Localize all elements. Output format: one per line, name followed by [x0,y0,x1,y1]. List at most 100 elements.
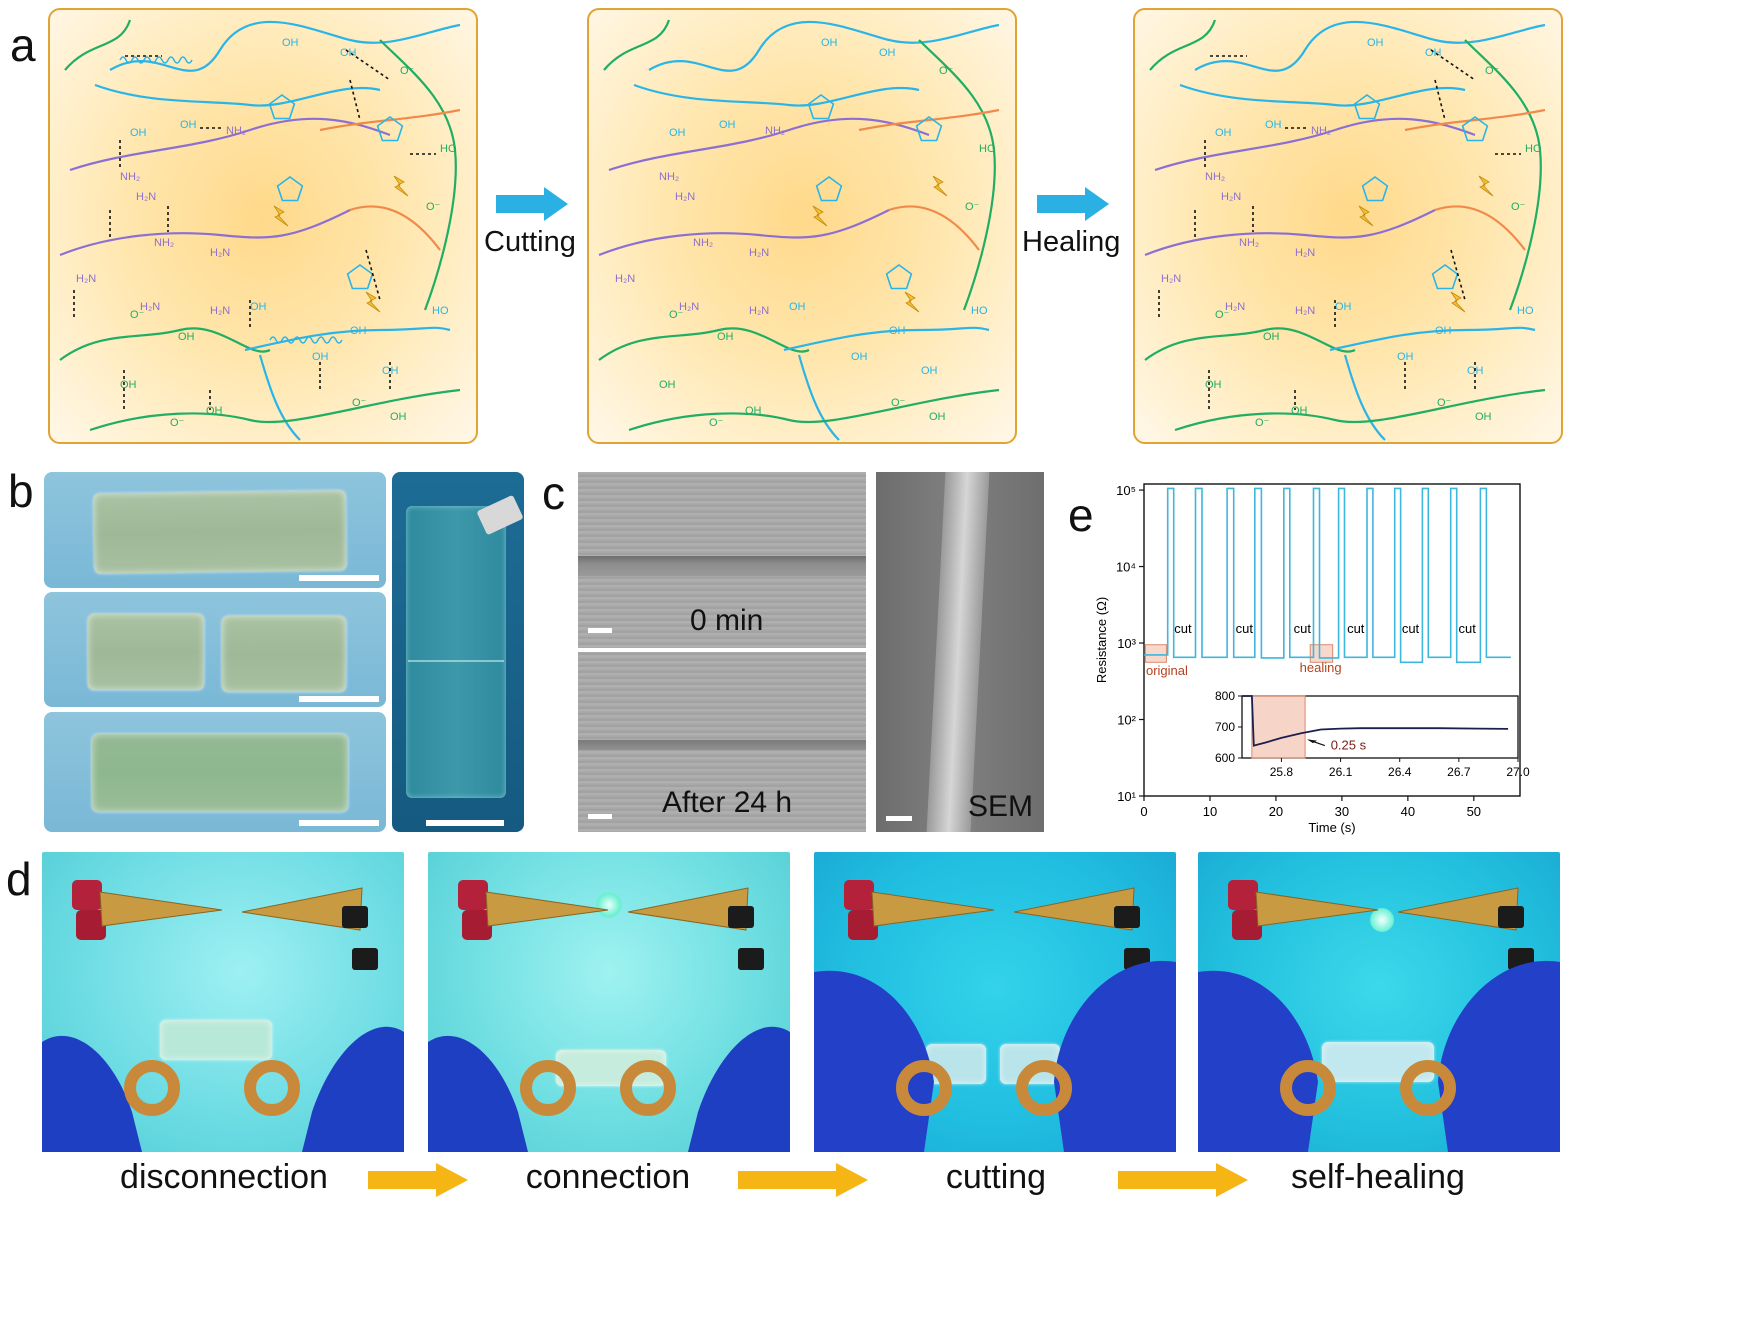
functional-group-label: HO [432,305,449,317]
red-plug [848,910,878,940]
resistance-trace [1144,487,1511,664]
panel-d-props [42,880,1560,1152]
cutting-arrow [496,187,568,221]
functional-group-label: O⁻ [965,201,980,213]
functional-group-label: OH [789,301,806,313]
polymer-chain [109,20,461,72]
copper-electrode [520,1060,576,1116]
micrograph-label-24-h: After 24 h [662,786,793,819]
inset-highlight [1251,695,1306,759]
functional-group-label: HO [971,305,988,317]
imidazolium-ring [268,94,296,120]
micrograph-0-min: 0 min [578,472,866,648]
inset-x-tick-label: 25.8 [1270,765,1294,779]
functional-group-label: HO [1517,305,1534,317]
y-tick-label: 10⁴ [1116,560,1136,575]
functional-group-label: OH [1265,119,1282,131]
y-tick-label: 10² [1117,713,1136,728]
functional-group-label: O⁻ [939,65,954,77]
polymer-chain [1194,20,1546,72]
functional-group-label: OH [1291,405,1308,417]
functional-group-label: OH [719,119,736,131]
lightning-bolt-icon [393,175,409,197]
cut-annotation: cut [1294,621,1312,636]
lightning-bolt-icon [1358,205,1374,227]
functional-group-label: NH₂ [1311,125,1331,137]
cut-annotation: cut [1174,621,1192,636]
lightning-bolt-icon [932,175,948,197]
polymer-chain [633,83,920,107]
functional-group-label: H₂N [675,191,695,203]
copper-electrode [620,1060,676,1116]
scale-bar [588,814,612,819]
polymer-chain [1144,209,1436,257]
copper-electrode [1400,1060,1456,1116]
functional-group-label: OH [821,37,838,49]
polymer-chain [258,354,301,441]
y-tick-label: 10³ [1117,636,1136,651]
caption-connection: connection [525,1158,691,1196]
flow-arrow-2 [738,1163,868,1197]
alligator-clip [485,891,609,927]
functional-group-label: OH [1435,325,1452,337]
functional-group-label: NH₂ [120,171,140,183]
functional-group-label: NH₂ [659,171,679,183]
polymer-chain [1404,108,1546,132]
lightning-bolt-icon [904,291,920,313]
functional-group-label: H₂N [140,301,160,313]
polymer-chain [598,327,810,361]
polymer-chain [598,209,890,257]
glove-right [302,1026,404,1152]
functional-group-label: OH [851,351,868,363]
polymer-chain [1434,205,1526,251]
functional-group-label: OH [1335,301,1352,313]
inset-trace [1242,695,1509,747]
functional-group-label: OH [1367,37,1384,49]
lightning-bolt-icon [365,291,381,313]
resistance-chart: 0 10 20 30 40 50 10¹ 10² 10³ 10⁴ 10⁵ Time (s) Resist… [1094,483,1530,835]
alligator-clip [1255,891,1379,927]
functional-group-label: OH [1425,47,1442,59]
polymer-chain [1464,39,1542,311]
y-tick-label: 10¹ [1117,789,1136,804]
polymer-chain [94,83,381,107]
x-tick-label: 0 [1140,804,1147,819]
scale-bar [886,816,912,821]
alligator-clip [99,891,223,927]
polymer-chain [858,108,1000,132]
functional-group-label: H₂N [1295,247,1315,259]
imidazolium-ring [885,264,913,290]
polymer-chain [349,205,441,251]
x-tick-label: 10 [1203,804,1217,819]
scale-bar [299,696,379,702]
polymer-chain [379,39,457,311]
y-tick-label: 10⁵ [1116,483,1136,498]
polymer-chain [797,354,840,441]
gel-piece-left [88,614,204,690]
functional-group-label: OH [390,411,407,423]
functional-group-label: OH [180,119,197,131]
black-plug [738,948,764,970]
functional-group-label: H₂N [210,305,230,317]
inset-x-tick-label: 27.0 [1506,765,1530,779]
network-original: OH OH OH OH NH₂ H₂N NH₂ H₂N NH₂ H₂N H₂N H₂N HO O⁻ O⁻ O⁻… [48,8,478,444]
functional-group-label: OH [879,47,896,59]
cut-annotation: cut [1402,621,1420,636]
gel-photo-intact [44,472,386,588]
functional-group-label: OH [669,127,686,139]
copper-electrode [124,1060,180,1116]
gel-sample [160,1020,272,1060]
micrograph-label-0-min: 0 min [690,604,764,637]
hydrogen-bond [345,49,391,81]
functional-group-label: H₂N [136,191,156,203]
panel-a-letter: a [10,19,36,71]
red-plug [462,910,492,940]
functional-group-label: O⁻ [891,397,906,409]
inset-x-tick-label: 26.7 [1447,765,1471,779]
x-tick-label: 30 [1335,804,1349,819]
polymer-chain [1154,117,1476,172]
healing-arrow [1037,187,1109,221]
gel-piece-right [222,616,346,692]
glove-right [688,1026,790,1152]
functional-group-label: OH [178,331,195,343]
